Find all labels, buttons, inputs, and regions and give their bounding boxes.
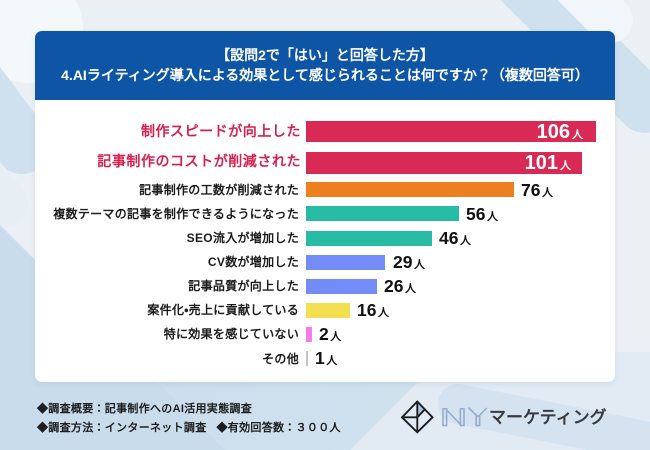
svg-text:マーケティング: マーケティング xyxy=(489,407,607,427)
